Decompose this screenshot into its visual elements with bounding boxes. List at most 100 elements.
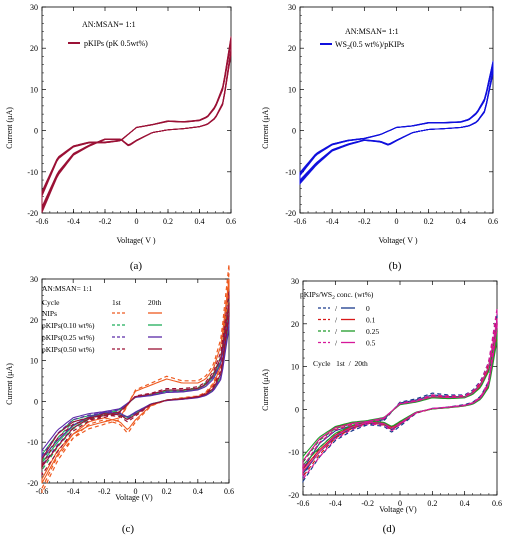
panel-b-cycle-curve xyxy=(299,61,494,185)
panel-a-xtick-label: 0.6 xyxy=(226,217,236,226)
panel-c-ytick-label: 0 xyxy=(34,397,38,406)
panel-b-cycle-curve xyxy=(299,62,494,184)
panel-b-caption: (b) xyxy=(389,260,402,272)
panel-b-cycle-curve xyxy=(299,63,494,184)
panel-c-ytick-label: 30 xyxy=(30,275,38,284)
panel-c-legend-label-2: pKIPs(0.25 wt%) xyxy=(42,333,95,342)
panel-b-plot-frame xyxy=(299,6,494,214)
panel-a-cycle-curve xyxy=(41,36,232,213)
panel-d-legend-title: pKIPs/WS2 conc. (wt%) xyxy=(300,290,374,301)
panel-c-legend-title: Cycle xyxy=(42,298,60,307)
panel-c-legend-col-1st: 1st xyxy=(112,298,122,307)
panel-a-cycle-curve xyxy=(41,37,232,212)
panel-c-xlabel: Voltage (V) xyxy=(115,493,153,502)
panel-c-ytick-label: -10 xyxy=(27,438,38,447)
panel-c-legend-label-0: NIPs xyxy=(42,309,57,318)
panel-d-legend-slash: / xyxy=(335,339,338,348)
panel-b-xtick-label: -0.6 xyxy=(294,217,307,226)
panel-c-ytick-label: 20 xyxy=(30,316,38,325)
panel-c-annotation: AN:MSAN= 1:1 xyxy=(42,284,93,293)
panel-a-plot-frame xyxy=(41,6,232,214)
panel-d-series-3-cycle-20 xyxy=(302,319,498,474)
panel-d: Current (μA) Voltage (V) (d) pKIPs/WS2 c… xyxy=(261,277,502,535)
panel-d-ytick-label: -20 xyxy=(288,491,299,500)
panel-d-xtick-label: 0.6 xyxy=(492,499,502,508)
panel-a-ytick-label: 30 xyxy=(30,3,38,12)
panel-d-legend-slash: / xyxy=(335,316,338,325)
panel-d-series-1-cycle-20 xyxy=(302,327,498,471)
panel-a-cycle-curve xyxy=(41,36,232,213)
panel-a-cycle-curve xyxy=(41,39,232,211)
panel-a-xtick-label: -0.2 xyxy=(99,217,112,226)
panel-d-ylabel: Current (μA) xyxy=(261,369,270,411)
panel-d-ytick-label: 30 xyxy=(291,277,299,286)
panel-a-legend-label: pKIPs (pK 0.5wt%) xyxy=(84,39,148,48)
panel-a-cycle-curve xyxy=(41,40,232,210)
panel-a-cycle-curve xyxy=(41,42,232,208)
panel-b-ytick-label: 10 xyxy=(288,85,296,94)
panel-d-series-3-cycle-1 xyxy=(302,308,498,481)
panel-b: Current (μA) Voltage( V ) (b) AN:MSAN= 1… xyxy=(261,3,498,272)
panel-b-ytick-label: 0 xyxy=(292,127,296,136)
panel-b-xtick-label: 0.4 xyxy=(456,217,466,226)
panel-b-legend: WS2(0.5 wt%)/pKIPs xyxy=(320,40,404,51)
panel-a-xtick-label: 0.4 xyxy=(195,217,205,226)
panel-a-cycle-curve xyxy=(41,43,232,207)
panel-b-cycle-curve xyxy=(299,64,494,182)
panel-a-ylabel: Current (μA) xyxy=(5,107,14,149)
panel-c-xtick-label: 0.2 xyxy=(162,487,172,496)
panel-c-legend-col-20th: 20th xyxy=(148,298,162,307)
panel-a-legend: pKIPs (pK 0.5wt%) xyxy=(68,39,148,48)
panel-b-cycle-curve xyxy=(299,63,494,183)
panel-d-xtick-label: 0 xyxy=(398,499,402,508)
panel-d-legend-cycle: Cycle 1st / 20th xyxy=(313,359,368,368)
panel-b-ytick-label: 30 xyxy=(288,3,296,12)
panel-d-series-2-cycle-1 xyxy=(302,322,498,474)
panel-d-xlabel: Voltage (V) xyxy=(379,505,417,514)
panel-c-legend-label-3: pKIPs(0.50 wt%) xyxy=(42,345,95,354)
panel-b-cycle-curve xyxy=(299,65,494,182)
panel-c-series-3-cycle-1 xyxy=(41,291,230,477)
panel-a-cycle-curve xyxy=(41,41,232,208)
panel-c-xtick-label: -0.4 xyxy=(67,487,80,496)
panel-c-xtick-label: 0.6 xyxy=(224,487,234,496)
panel-a-cycle-curve xyxy=(41,40,232,209)
panel-a-ytick-label: 20 xyxy=(30,44,38,53)
panel-b-annotation: AN:MSAN= 1:1 xyxy=(345,27,399,36)
panel-b-cycle-curve xyxy=(299,60,494,186)
panel-a-xtick-label: -0.6 xyxy=(36,217,49,226)
panel-a-annotation: AN:MSAN= 1:1 xyxy=(82,20,136,29)
panel-c-xtick-label: 0 xyxy=(134,487,138,496)
panel-d-ytick-label: 10 xyxy=(291,363,299,372)
panel-b-legend-label: WS2(0.5 wt%)/pKIPs xyxy=(335,40,404,51)
panel-b-ytick-label: -20 xyxy=(285,209,296,218)
panel-d-xtick-label: -0.4 xyxy=(329,499,342,508)
panel-c-series-0-cycle-20 xyxy=(41,278,230,484)
panel-d-xtick-label: -0.6 xyxy=(297,499,310,508)
panel-d-xtick-label: 0.2 xyxy=(427,499,437,508)
panel-c-ytick-label: 10 xyxy=(30,357,38,366)
panel-a-ytick-label: 10 xyxy=(30,85,38,94)
panel-a-ytick-label: -20 xyxy=(27,209,38,218)
panel-b-cycle-curve xyxy=(299,66,494,182)
panel-d-plot-frame xyxy=(302,280,498,496)
panel-d-ytick-label: 0 xyxy=(295,405,299,414)
panel-b-xtick-label: -0.2 xyxy=(358,217,371,226)
panel-a-xtick-label: 0 xyxy=(135,217,139,226)
panel-b-xtick-label: 0.2 xyxy=(424,217,434,226)
panel-d-legend-slash: / xyxy=(335,327,338,336)
panel-a: Current (μA) Voltage( V ) (a) AN:MSAN= 1… xyxy=(5,3,236,272)
panel-a-xtick-label: -0.4 xyxy=(67,217,80,226)
panel-c-xtick-label: -0.2 xyxy=(98,487,111,496)
panel-b-cycle-curve xyxy=(299,61,494,185)
panel-c-xtick-label: 0.4 xyxy=(193,487,203,496)
panel-c-ytick-label: -20 xyxy=(27,479,38,488)
panel-b-cycle-curve xyxy=(299,64,494,183)
panel-b-ylabel: Current (μA) xyxy=(261,107,270,149)
panel-c-series-0-cycle-1 xyxy=(41,264,230,494)
panel-d-caption: (d) xyxy=(383,523,396,535)
panel-d-xtick-label: 0.4 xyxy=(460,499,470,508)
panel-c-ylabel: Current (μA) xyxy=(5,363,14,405)
panel-a-xtick-label: 0.2 xyxy=(163,217,173,226)
